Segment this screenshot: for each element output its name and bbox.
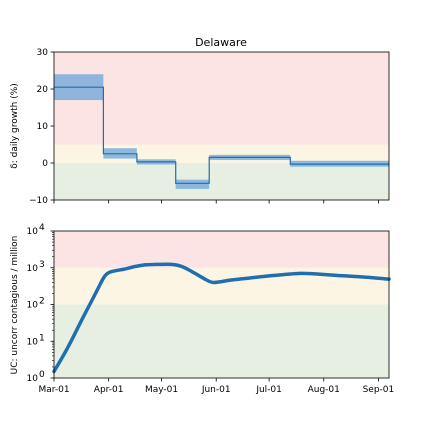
- contagious-y-label: UC: uncorr contagious / million: [10, 236, 20, 375]
- contagious-zones: [54, 231, 389, 378]
- contagious-y-tick-exponent: 3: [39, 260, 45, 270]
- growth-step-line: [54, 86, 389, 184]
- growth-zone-1: [54, 144, 389, 163]
- contagious-y-tick-label: 10: [27, 301, 39, 311]
- growth-y-ticks: −10 0 10 20 30: [29, 48, 54, 206]
- growth-zone-2: [54, 52, 389, 145]
- growth-y-tick-label: 20: [37, 85, 49, 95]
- date-x-tick-label: Mar-01: [38, 385, 69, 395]
- date-x-tick-label: Jul-01: [255, 385, 282, 395]
- contagious-zone-0: [54, 304, 389, 378]
- date-x-tick-label: Jun-01: [201, 385, 231, 395]
- date-x-tick-label: Sep-01: [363, 385, 395, 395]
- growth-y-tick-label: −10: [29, 196, 48, 206]
- contagious-y-tick-exponent: 1: [39, 333, 45, 343]
- date-x-ticks: Mar-01 Apr-01 May-01 Jun-01 Jul-01 Aug-01 Sep-…: [38, 378, 394, 395]
- contagious-y-tick-label: 10: [27, 337, 39, 347]
- contagious-y-tick-exponent: 2: [39, 297, 45, 307]
- growth-panel: −10 0 10 20 30 Delaware δ: daily growth (%): [10, 36, 390, 206]
- contagious-y-tick-label: 10: [27, 227, 39, 237]
- contagious-y-tick-exponent: 4: [39, 223, 45, 233]
- growth-y-tick-label: 30: [37, 48, 49, 58]
- growth-x-ticks: [53, 200, 379, 204]
- contagious-zone-2: [54, 231, 389, 268]
- contagious-curve: [52, 262, 391, 374]
- contagious-y-tick-label: 10: [27, 374, 39, 384]
- contagious-y-tick-label: 10: [27, 264, 39, 274]
- growth-y-tick-label: 0: [42, 159, 48, 169]
- growth-zone-0: [54, 163, 389, 200]
- growth-y-label: δ: daily growth (%): [10, 83, 20, 169]
- contagious-zone-1: [54, 267, 389, 305]
- date-x-tick-label: Aug-01: [308, 385, 340, 395]
- growth-zones: [54, 52, 389, 200]
- date-x-tick-label: May-01: [145, 385, 178, 395]
- date-x-tick-label: Apr-01: [94, 385, 124, 395]
- chart-title: Delaware: [195, 36, 247, 49]
- growth-band-3: [175, 179, 210, 189]
- growth-y-tick-label: 10: [37, 122, 49, 132]
- contagious-y-tick-exponent: 0: [39, 370, 45, 380]
